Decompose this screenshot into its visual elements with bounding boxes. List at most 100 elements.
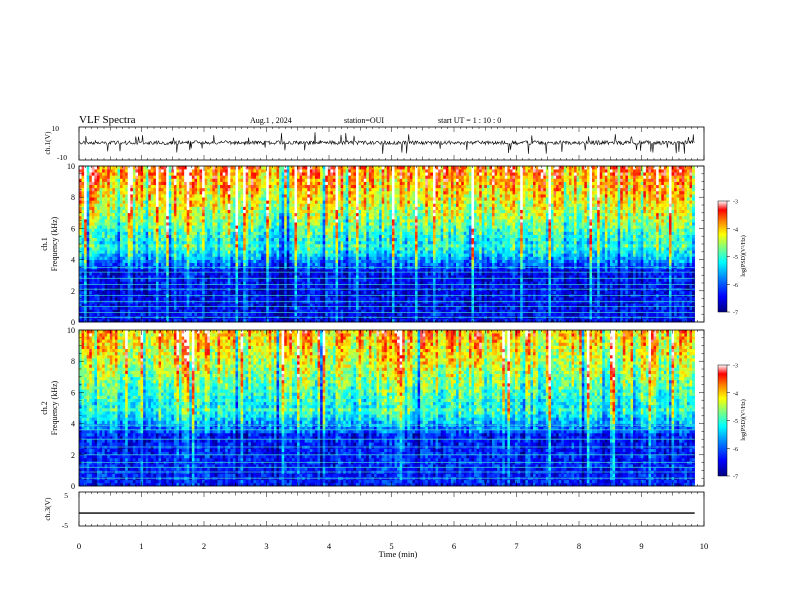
spectrogram-cell: [294, 213, 297, 216]
spectrogram-cell: [112, 297, 115, 300]
spectrogram-cell: [287, 244, 290, 247]
spectrogram-cell: [292, 285, 295, 288]
spectrogram-cell: [282, 185, 285, 188]
spectrogram-cell: [259, 166, 262, 169]
spectrogram-cell: [235, 200, 238, 203]
spectrogram-cell: [94, 278, 97, 281]
spectrogram-cell: [302, 207, 305, 210]
spectrogram-cell: [184, 175, 187, 178]
spectrogram-cell: [215, 297, 218, 300]
spectrogram-cell: [105, 291, 108, 294]
spectrogram-cell: [151, 216, 154, 219]
spectrogram-cell: [318, 182, 321, 185]
spectrogram-cell: [202, 253, 205, 256]
spectrogram-cell: [110, 197, 113, 200]
spectrogram-cell: [282, 194, 285, 197]
spectrogram-cell: [297, 203, 300, 206]
spectrogram-cell: [105, 228, 108, 231]
spectrogram-cell: [107, 210, 110, 213]
spectrogram-cell: [164, 185, 167, 188]
spectrogram-cell: [153, 228, 156, 231]
spectrogram-cell: [277, 210, 280, 213]
spectrogram-cell: [284, 213, 287, 216]
spectrogram-cell: [307, 166, 310, 169]
spectrogram-cell: [238, 207, 241, 210]
spectrogram-cell: [246, 228, 249, 231]
spectrogram-cell: [228, 172, 231, 175]
spectrogram-cell: [289, 203, 292, 206]
spectrogram-cell: [151, 241, 154, 244]
spectrogram-cell: [148, 235, 151, 238]
spectrogram-cell: [117, 250, 120, 253]
spectrogram-cell: [202, 191, 205, 194]
spectrogram-cell: [277, 207, 280, 210]
spectrogram-cell: [100, 207, 103, 210]
spectrogram-cell: [238, 219, 241, 222]
spectrogram-cell: [92, 238, 95, 241]
spectrogram-cell: [125, 178, 128, 181]
spectrogram-cell: [84, 225, 87, 228]
spectrogram-cell: [210, 263, 213, 266]
spectrogram-cell: [128, 169, 131, 172]
spectrogram-cell: [115, 182, 118, 185]
spectrogram-cell: [253, 216, 256, 219]
spectrogram-cell: [189, 291, 192, 294]
spectrogram-cell: [182, 188, 185, 191]
spectrogram-cell: [200, 253, 203, 256]
spectrogram-cell: [171, 253, 174, 256]
spectrogram-cell: [238, 260, 241, 263]
spectrogram-cell: [133, 185, 136, 188]
spectrogram-cell: [297, 191, 300, 194]
spectrogram-cell: [246, 256, 249, 259]
spectrogram-cell: [84, 291, 87, 294]
spectrogram-cell: [312, 219, 315, 222]
spectrogram-cell: [159, 260, 162, 263]
spectrogram-cell: [161, 297, 164, 300]
spectrogram-cell: [215, 169, 218, 172]
spectrogram-cell: [120, 250, 123, 253]
spectrogram-cell: [125, 203, 128, 206]
spectrogram-cell: [156, 197, 159, 200]
spectrogram-cell: [251, 256, 254, 259]
spectrogram-cell: [79, 278, 82, 281]
spectrogram-cell: [320, 272, 323, 275]
spectrogram-cell: [156, 228, 159, 231]
spectrogram-cell: [218, 200, 221, 203]
spectrogram-cell: [130, 235, 133, 238]
spectrogram-cell: [225, 222, 228, 225]
spectrogram-cell: [161, 228, 164, 231]
spectrogram-cell: [164, 306, 167, 309]
spectrogram-cell: [253, 253, 256, 256]
spectrogram-cell: [197, 166, 200, 169]
spectrogram-cell: [94, 225, 97, 228]
spectrogram-cell: [153, 278, 156, 281]
ch1-waveform-panel: 10 -10 ch.1(V): [43, 124, 704, 162]
spectrogram-cell: [179, 216, 182, 219]
spectrogram-cell: [248, 313, 251, 316]
spectrogram-cell: [248, 263, 251, 266]
spectrogram-cell: [110, 222, 113, 225]
spectrogram-cell: [220, 260, 223, 263]
spectrogram-cell: [133, 256, 136, 259]
spectrogram-cell: [174, 256, 177, 259]
spectrogram-cell: [174, 253, 177, 256]
spectrogram-cell: [312, 166, 315, 169]
spectrogram-cell: [282, 210, 285, 213]
spectrogram-cell: [259, 278, 262, 281]
spectrogram-cell: [210, 297, 213, 300]
spectrogram-cell: [133, 247, 136, 250]
spectrogram-cell: [94, 182, 97, 185]
spectrogram-cell: [151, 253, 154, 256]
spectrogram-cell: [166, 203, 169, 206]
spectrogram-cell: [97, 225, 100, 228]
spectrogram-cell: [112, 272, 115, 275]
spectrogram-cell: [84, 256, 87, 259]
spectrogram-cell: [166, 216, 169, 219]
spectrogram-cell: [294, 188, 297, 191]
spectrogram-cell: [256, 313, 259, 316]
spectrogram-cell: [202, 260, 205, 263]
spectrogram-cell: [125, 278, 128, 281]
spectrogram-cell: [241, 256, 244, 259]
spectrogram-cell: [210, 219, 213, 222]
spectrogram-cell: [261, 306, 264, 309]
